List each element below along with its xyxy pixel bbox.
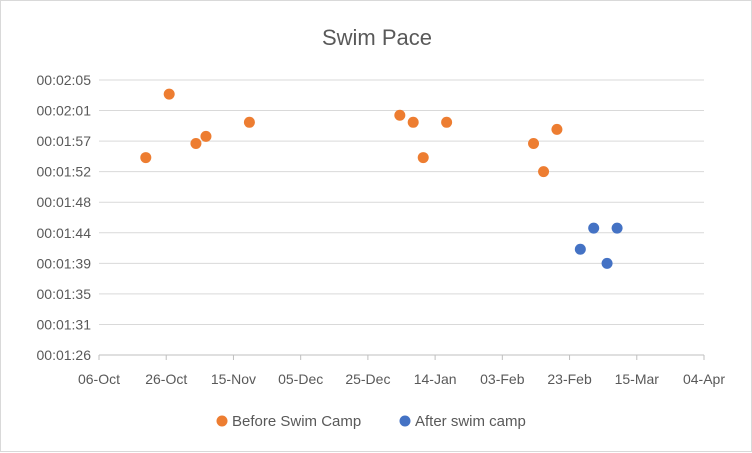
y-tick-label: 00:01:52 <box>37 164 92 180</box>
data-point <box>528 137 540 149</box>
axes <box>98 354 705 360</box>
data-point <box>200 130 212 142</box>
data-point <box>601 257 613 269</box>
data-point <box>441 116 453 128</box>
data-point <box>588 222 600 234</box>
legend: Before Swim Camp After swim camp <box>216 413 526 430</box>
x-tick-label: 23-Feb <box>547 371 592 387</box>
legend-label: After swim camp <box>415 413 526 430</box>
series-2 <box>574 222 623 269</box>
y-tick-labels: 00:01:26 00:01:31 00:01:35 00:01:39 00:01:44… <box>37 72 92 363</box>
legend-label: Before Swim Camp <box>232 413 361 430</box>
y-tick-label: 00:01:35 <box>37 286 92 302</box>
x-tick-label: 05-Dec <box>278 371 323 387</box>
y-tick-label: 00:01:57 <box>37 133 92 149</box>
data-point <box>394 109 406 121</box>
x-tick-label: 26-Oct <box>145 371 187 387</box>
y-tick-label: 00:01:31 <box>37 316 92 332</box>
x-tick-label: 14-Jan <box>414 371 457 387</box>
y-tick-label: 00:02:05 <box>37 72 92 88</box>
x-tick-label: 04-Apr <box>683 371 725 387</box>
data-point <box>611 222 623 234</box>
x-tick-label: 06-Oct <box>78 371 120 387</box>
y-tick-label: 00:01:44 <box>37 225 92 241</box>
data-point <box>574 243 586 255</box>
legend-marker <box>399 415 411 427</box>
series-1 <box>140 88 563 178</box>
data-point <box>140 152 152 164</box>
legend-entry-2: After swim camp <box>399 413 526 430</box>
y-tick-label: 00:01:39 <box>37 255 92 271</box>
x-tick-label: 03-Feb <box>480 371 525 387</box>
data-point <box>407 116 419 128</box>
chart-title: Swim Pace <box>322 25 432 50</box>
data-point <box>538 166 550 178</box>
data-point <box>190 137 202 149</box>
x-tick-labels: 06-Oct 26-Oct 15-Nov 05-Dec 25-Dec 14-Jan 03-F… <box>78 371 725 387</box>
data-point <box>243 116 255 128</box>
legend-entry-1: Before Swim Camp <box>216 413 361 430</box>
data-point <box>163 88 175 100</box>
y-tick-label: 00:01:48 <box>37 194 92 210</box>
data-point <box>551 123 563 135</box>
data-points <box>140 88 623 269</box>
x-tick-label: 15-Nov <box>211 371 256 387</box>
x-tick-label: 25-Dec <box>345 371 390 387</box>
data-point <box>417 152 429 164</box>
y-tick-label: 00:02:01 <box>37 103 92 119</box>
x-tick-label: 15-Mar <box>615 371 660 387</box>
legend-marker <box>216 415 228 427</box>
y-tick-label: 00:01:26 <box>37 347 92 363</box>
